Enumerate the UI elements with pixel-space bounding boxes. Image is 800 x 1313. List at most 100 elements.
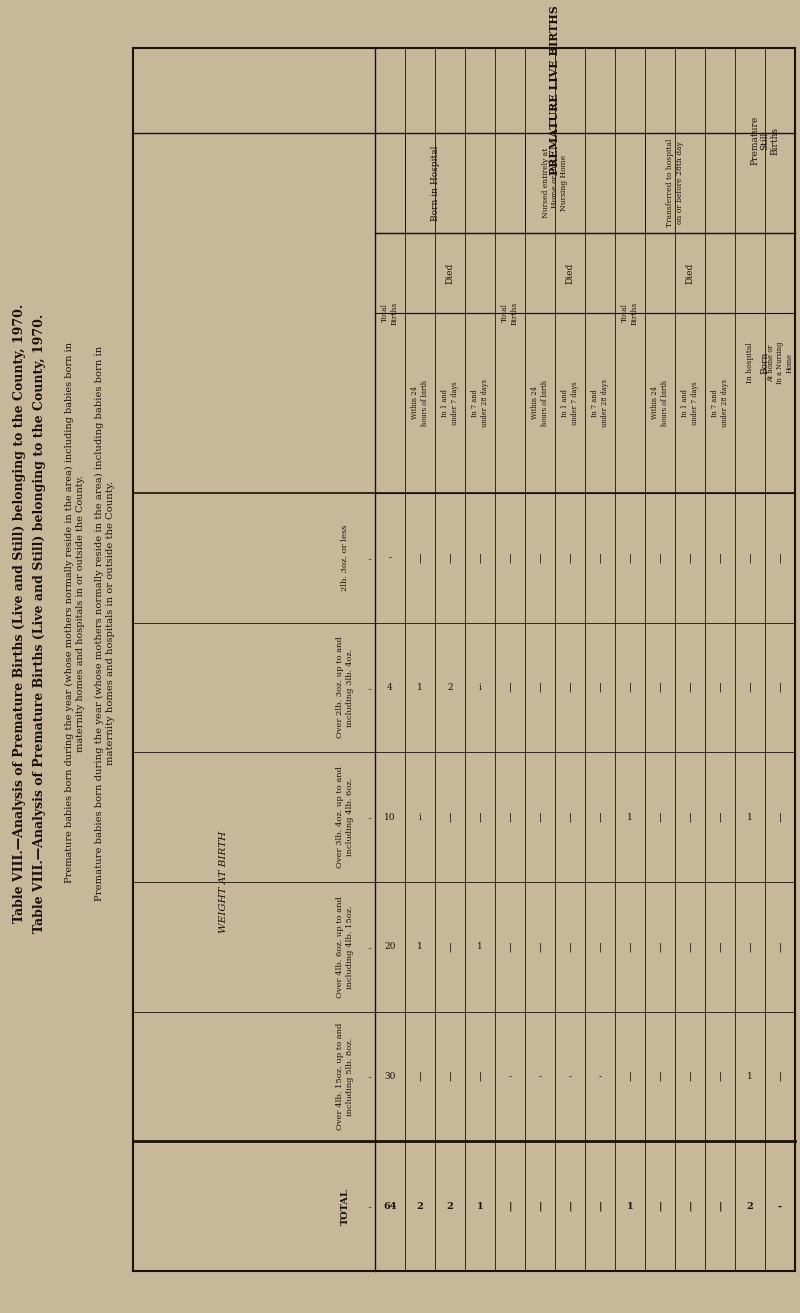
Text: |: | [718,943,722,952]
Text: |: | [569,943,571,952]
Text: |: | [509,683,511,692]
Text: ..: .. [367,684,373,692]
Text: |: | [538,683,542,692]
Text: Within 24
hours of birth: Within 24 hours of birth [531,379,549,425]
Text: |: | [569,813,571,822]
Text: -: - [509,1071,511,1081]
Text: Within 24
hours of birth: Within 24 hours of birth [411,379,429,425]
Text: 2: 2 [746,1201,754,1211]
Text: |: | [508,1201,512,1211]
Text: Over 4lb. 15oz. up to and
including 5lb. 8oz.: Over 4lb. 15oz. up to and including 5lb.… [336,1023,354,1130]
Text: In 7 and
under 28 days: In 7 and under 28 days [591,379,609,427]
Text: |: | [778,813,782,822]
Text: |: | [658,943,662,952]
Text: 2: 2 [417,1201,423,1211]
Text: |: | [538,813,542,822]
Text: |: | [629,553,631,562]
Text: In 1 and
under 7 days: In 1 and under 7 days [442,381,458,425]
Text: |: | [538,553,542,562]
Text: Died: Died [446,263,454,284]
Text: |: | [598,1201,602,1211]
Text: Over 2lb. 3oz. up to and
including 3lb. 4oz.: Over 2lb. 3oz. up to and including 3lb. … [336,637,354,738]
Text: |: | [449,553,451,562]
Text: |: | [568,1201,572,1211]
Text: |: | [538,1201,542,1211]
Text: Total
Births: Total Births [622,301,638,324]
Text: |: | [598,813,602,822]
Text: 2: 2 [446,1201,454,1211]
Text: Over 3lb. 4oz. up to and
including 4lb. 6oz.: Over 3lb. 4oz. up to and including 4lb. … [336,767,354,868]
Text: |: | [778,1071,782,1081]
Text: |: | [478,553,482,562]
Text: 1: 1 [747,813,753,822]
Text: In 1 and
under 7 days: In 1 and under 7 days [682,381,698,425]
Text: |: | [418,553,422,562]
Text: |: | [778,553,782,562]
Text: In 7 and
under 28 days: In 7 and under 28 days [711,379,729,427]
Text: |: | [778,683,782,692]
Text: |: | [689,553,691,562]
Text: -: - [389,553,391,562]
Text: Born in Hospital: Born in Hospital [430,146,439,221]
Text: Nursed entirely at
Home or in a
Nursing Home: Nursed entirely at Home or in a Nursing … [542,148,568,218]
Text: 30: 30 [384,1071,396,1081]
Text: Died: Died [686,263,694,284]
Text: |: | [629,943,631,952]
Text: Within 24
hours of birth: Within 24 hours of birth [651,379,669,425]
Text: |: | [598,683,602,692]
Text: |: | [538,943,542,952]
Text: -: - [778,1201,782,1211]
Text: |: | [449,813,451,822]
Text: Died: Died [566,263,574,284]
Text: 10: 10 [384,813,396,822]
Text: In hospital: In hospital [746,343,754,383]
Text: -: - [538,1071,542,1081]
Text: 64: 64 [383,1201,397,1211]
Text: ..: .. [367,1203,373,1211]
Text: |: | [509,813,511,822]
Text: TOTAL: TOTAL [341,1188,350,1225]
Text: |: | [689,1071,691,1081]
Text: |: | [449,943,451,952]
Text: Over 4lb. 6oz. up to and
including 4lb. 15oz.: Over 4lb. 6oz. up to and including 4lb. … [336,895,354,998]
Text: ..: .. [367,813,373,821]
Text: |: | [598,553,602,562]
Text: |: | [658,683,662,692]
Text: i: i [478,683,482,692]
Text: At home or
In a Nursing
Home: At home or In a Nursing Home [766,341,794,385]
Text: In 7 and
under 28 days: In 7 and under 28 days [471,379,489,427]
Text: 20: 20 [384,943,396,952]
Text: |: | [718,553,722,562]
Text: 1: 1 [417,683,423,692]
Text: |: | [658,553,662,562]
Text: -: - [569,1071,571,1081]
Text: -: - [598,1071,602,1081]
Text: |: | [449,1071,451,1081]
Text: |: | [569,683,571,692]
Text: Transferred to hospital
on or before 28th day: Transferred to hospital on or before 28t… [666,139,683,227]
Text: |: | [718,813,722,822]
Text: |: | [689,943,691,952]
Text: |: | [629,683,631,692]
Text: 1: 1 [417,943,423,952]
Text: |: | [509,553,511,562]
Text: |: | [658,813,662,822]
Text: |: | [689,683,691,692]
Text: Premature
Still
Births: Premature Still Births [750,116,780,165]
Text: Born: Born [761,352,770,374]
Text: ..: .. [367,1073,373,1081]
Text: i: i [418,813,422,822]
Text: 1: 1 [477,943,483,952]
Text: |: | [629,1071,631,1081]
Text: 1: 1 [626,1201,634,1211]
Text: 1: 1 [627,813,633,822]
Text: 1: 1 [477,1201,483,1211]
Text: |: | [749,683,751,692]
Text: |: | [509,943,511,952]
Text: |: | [478,1071,482,1081]
Text: 4: 4 [387,683,393,692]
Text: |: | [658,1071,662,1081]
Text: |: | [658,1201,662,1211]
Text: 2: 2 [447,683,453,692]
Text: ..: .. [367,554,373,562]
